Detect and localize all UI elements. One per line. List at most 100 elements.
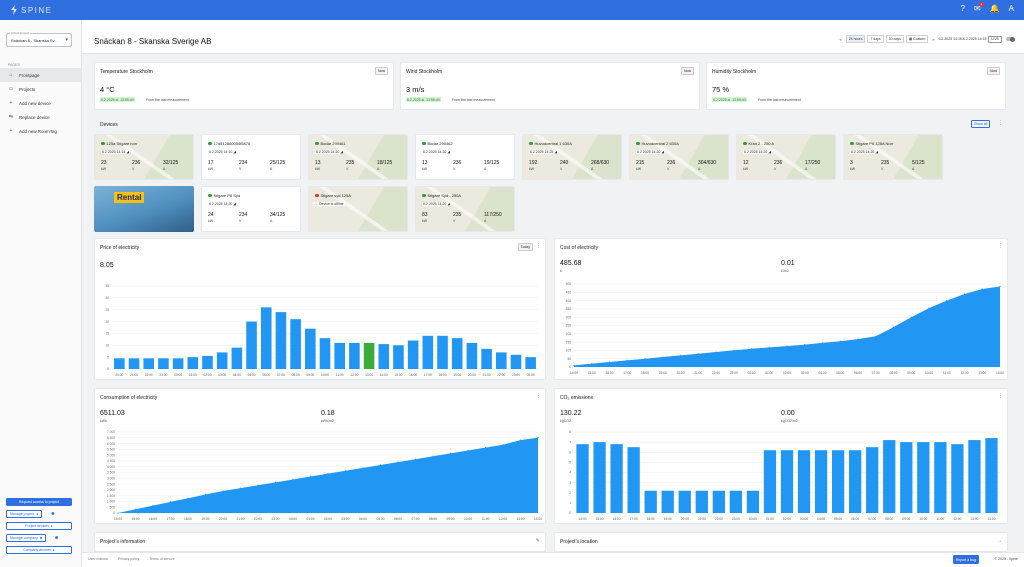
chart-point[interactable]	[839, 340, 841, 342]
now-badge[interactable]: Now	[374, 67, 388, 75]
chart-point[interactable]	[414, 458, 417, 460]
chart-point[interactable]	[502, 444, 504, 446]
chat-icon[interactable]: ✉ 1	[973, 2, 984, 13]
today-button[interactable]: Today	[517, 243, 533, 251]
chart-point[interactable]	[804, 343, 806, 346]
chart-bar[interactable]	[712, 490, 725, 513]
sidebar-item-add-device[interactable]: + Add new device	[0, 96, 82, 110]
chart-point[interactable]	[134, 508, 137, 510]
chart-bar[interactable]	[246, 321, 257, 369]
chart-bar[interactable]	[275, 312, 287, 369]
chart-bar[interactable]	[593, 442, 606, 513]
live-toggle[interactable]	[1006, 36, 1015, 42]
range-24h-button[interactable]: 24 hours	[845, 35, 866, 43]
chart-bar[interactable]	[985, 438, 998, 513]
user-avatar[interactable]: A	[1008, 4, 1014, 13]
device-card[interactable]: Stigare syd 125A ⚠ Device is offline	[308, 186, 408, 232]
next-range-icon[interactable]: »	[932, 36, 935, 42]
app-logo[interactable]: SPINE	[0, 5, 53, 15]
chart-point[interactable]	[484, 447, 487, 449]
chart-bar[interactable]	[746, 490, 760, 513]
chart-bar[interactable]	[968, 440, 981, 513]
device-card[interactable]: Bodar 290462 6.2.2025 14:20 ◢ 13 kW 236 V 1…	[415, 134, 515, 180]
chart-point[interactable]	[117, 512, 119, 514]
chart-point[interactable]	[999, 285, 1001, 288]
chart-point[interactable]	[946, 300, 948, 302]
people-icon[interactable]: ☻	[50, 511, 56, 517]
now-badge[interactable]: Now	[680, 67, 694, 75]
sidebar-item-add-roomtag[interactable]: + Add new RoomTag	[0, 124, 82, 138]
chart-bar[interactable]	[216, 352, 228, 369]
chart-area[interactable]	[574, 286, 1000, 367]
chart-bar[interactable]	[305, 328, 316, 369]
chart-bar[interactable]	[917, 442, 930, 513]
chart-bar[interactable]	[797, 450, 811, 513]
help-icon[interactable]: ?	[960, 4, 965, 13]
sidebar-item-projects[interactable]: ▭ Projects	[0, 82, 82, 96]
chart-point[interactable]	[875, 335, 877, 337]
chart-bar[interactable]	[231, 347, 243, 369]
chart-point[interactable]	[362, 467, 364, 469]
chart-bar[interactable]	[934, 442, 947, 513]
chart-bar[interactable]	[481, 348, 492, 369]
device-card[interactable]: Stigare Syd - 250A 6.2.2025 14:20 ◢ 83 kW …	[415, 186, 515, 232]
bell-icon[interactable]: 🔔	[989, 4, 1000, 13]
chart-bar[interactable]	[378, 344, 390, 369]
chart-bar[interactable]	[319, 338, 331, 369]
now-badge[interactable]: Now	[986, 67, 1000, 75]
chart-point[interactable]	[519, 439, 522, 441]
sidebar-item-replace-device[interactable]: ⇆ Replace device	[0, 110, 82, 124]
chart-point[interactable]	[573, 364, 575, 366]
chart-bar[interactable]	[128, 358, 140, 369]
chart-point[interactable]	[963, 293, 966, 295]
chart-bar[interactable]	[814, 450, 828, 513]
people-icon[interactable]: ☻	[53, 535, 60, 541]
chart-point[interactable]	[750, 348, 753, 350]
chart-bar[interactable]	[260, 307, 272, 369]
chart-bar[interactable]	[900, 442, 913, 513]
chart-bar[interactable]	[290, 319, 301, 369]
chart-bar[interactable]	[422, 335, 434, 369]
chart-bar[interactable]	[576, 444, 589, 513]
chart-bar[interactable]	[334, 342, 345, 369]
chart-point[interactable]	[204, 493, 207, 496]
chart-point[interactable]	[644, 358, 646, 360]
footer-link-terms[interactable]: Terms of service	[149, 557, 175, 561]
device-card[interactable]: Bodar 290461 6.2.2025 14:20 ◢ 13 kW 235 V 1…	[308, 134, 408, 180]
chart-point[interactable]	[608, 361, 611, 363]
chart-bar[interactable]	[849, 450, 862, 513]
chart-point[interactable]	[662, 356, 664, 358]
sidebar-item-frontpage[interactable]: ⌂ Frontpage	[0, 68, 82, 82]
device-card[interactable]: Stigare P6 Syd 6.2.2025 14:20 ◢ 24 kW 234 V…	[201, 186, 301, 232]
chart-bar[interactable]	[187, 357, 199, 369]
company-devices-button[interactable]: Company devices ▸	[6, 546, 72, 554]
chart-bar[interactable]	[951, 444, 964, 513]
chart-bar[interactable]	[695, 490, 708, 513]
manage-company-button[interactable]: Manage company ■	[6, 534, 46, 542]
chart-bar[interactable]	[172, 358, 184, 369]
chart-bar[interactable]	[866, 447, 879, 513]
chart-point[interactable]	[910, 316, 912, 318]
chart-bar[interactable]	[525, 357, 536, 369]
range-30d-button[interactable]: 30 days	[885, 35, 904, 43]
range-7d-button[interactable]: 7 days	[867, 35, 884, 43]
more-options-icon[interactable]: ⋮	[536, 393, 541, 399]
device-card[interactable]: Stigare P6 125A Norr 6.2.2025 14:20 ◢ 3 kW…	[843, 134, 943, 180]
chart-point[interactable]	[697, 353, 699, 355]
chart-point[interactable]	[715, 351, 717, 353]
chart-bar[interactable]	[831, 450, 845, 513]
chart-point[interactable]	[467, 449, 469, 452]
chart-bar[interactable]	[510, 354, 522, 369]
arrow-right-icon[interactable]: →	[997, 538, 1002, 544]
chart-bar[interactable]	[451, 338, 463, 369]
chart-bar[interactable]	[763, 450, 777, 513]
chart-point[interactable]	[187, 497, 189, 499]
show-all-button[interactable]: Show all	[971, 120, 991, 128]
device-card[interactable]: Huvudcentral 1 630A 6.2.2025 14:25 ◢ 192 k…	[522, 134, 622, 180]
chart-point[interactable]	[344, 470, 347, 472]
project-select[interactable]: Active project Snäckan 8 - Skanska Sv...…	[6, 31, 72, 47]
chart-bar[interactable]	[363, 342, 375, 369]
chart-point[interactable]	[733, 349, 735, 351]
device-card[interactable]: 125a Stigare norr 6.2.2025 14:14 ◢ 23 kW 2…	[94, 134, 194, 180]
chart-bar[interactable]	[883, 440, 896, 513]
